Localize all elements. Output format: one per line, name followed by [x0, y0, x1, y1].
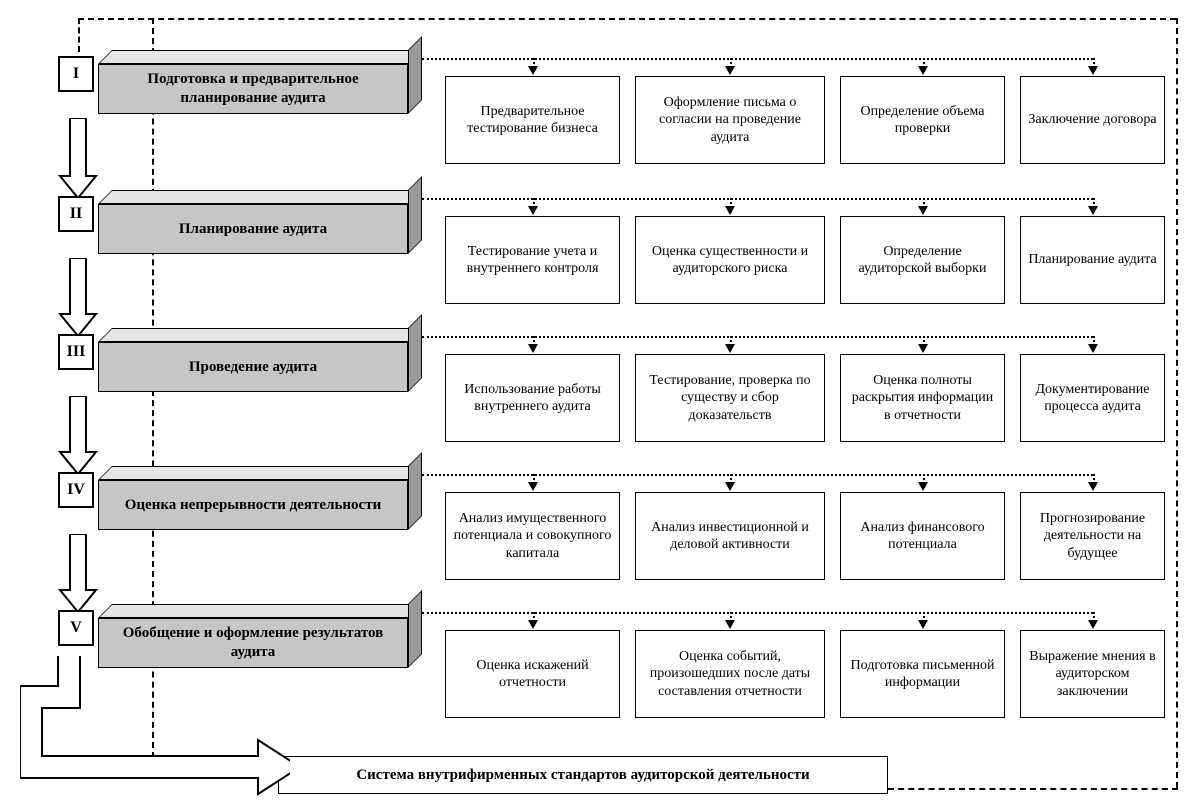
sub-label: Оценка существенности и аудиторского рис… — [642, 243, 818, 278]
stage-bar-4: Оценка непрерывности деятельности — [98, 466, 408, 530]
sub-box-4-2: Анализ инвестиционной и деловой активнос… — [635, 492, 825, 580]
stage-roman-1: I — [58, 56, 94, 92]
sub-box-1-4: Заключение договора — [1020, 76, 1165, 164]
sub-box-5-2: Оценка событий, произошедших после даты … — [635, 630, 825, 718]
dotted-connector — [422, 58, 1093, 60]
roman-label: III — [67, 343, 86, 361]
arrowhead-icon — [528, 620, 538, 629]
stage-down-arrow — [58, 258, 98, 336]
stage-bar-3: Проведение аудита — [98, 328, 408, 392]
sub-label: Подготовка письменной информации — [847, 657, 998, 692]
sub-box-5-1: Оценка искажений отчетности — [445, 630, 620, 718]
arrowhead-icon — [1088, 66, 1098, 75]
stage-roman-2: II — [58, 196, 94, 232]
sub-label: Анализ финансового потенциала — [847, 519, 998, 554]
footer-standards-box: Система внутрифирменных стандартов аудит… — [278, 756, 888, 794]
sub-box-3-2: Тестирование, проверка по существу и сбо… — [635, 354, 825, 442]
stage-title: Проведение аудита — [189, 358, 317, 377]
arrowhead-icon — [1088, 620, 1098, 629]
arrowhead-icon — [725, 206, 735, 215]
sub-box-5-4: Выражение мнения в аудиторском заключени… — [1020, 630, 1165, 718]
stage-title: Планирование аудита — [179, 220, 327, 239]
stage-title: Оценка непрерывности деятельности — [125, 496, 381, 515]
sub-box-1-1: Предварительное тестирование бизнеса — [445, 76, 620, 164]
stage-down-arrow — [58, 118, 98, 198]
arrowhead-icon — [528, 482, 538, 491]
stage-roman-4: IV — [58, 472, 94, 508]
dotted-connector — [422, 612, 1093, 614]
sub-box-1-3: Определение объема проверки — [840, 76, 1005, 164]
arrowhead-icon — [725, 66, 735, 75]
stage-roman-3: III — [58, 334, 94, 370]
sub-box-2-3: Определение аудиторской выборки — [840, 216, 1005, 304]
sub-label: Заключение договора — [1028, 111, 1156, 129]
stage-title: Обобщение и оформление результатов аудит… — [107, 624, 399, 662]
sub-box-3-4: Документиро­вание процесса аудита — [1020, 354, 1165, 442]
sub-label: Оценка искажений отчетности — [452, 657, 613, 692]
sub-box-4-3: Анализ финансового потенциала — [840, 492, 1005, 580]
stage-bar-2: Планирование аудита — [98, 190, 408, 254]
sub-box-4-4: Прогнозирование деятельности на будущее — [1020, 492, 1165, 580]
sub-box-1-2: Оформление письма о согласии на проведен… — [635, 76, 825, 164]
arrowhead-icon — [1088, 482, 1098, 491]
sub-label: Оценка полноты раскрытия информации в от… — [847, 372, 998, 425]
arrowhead-icon — [725, 344, 735, 353]
dotted-connector — [422, 336, 1093, 338]
dotted-connector — [422, 474, 1093, 476]
roman-label: V — [70, 619, 82, 637]
sub-label: Предварительное тестирование бизнеса — [452, 103, 613, 138]
stage-down-arrow — [58, 534, 98, 612]
stage-down-arrow — [58, 396, 98, 474]
sub-box-2-1: Тестирование учета и внутреннего контрол… — [445, 216, 620, 304]
sub-box-3-3: Оценка полноты раскрытия информации в от… — [840, 354, 1005, 442]
dashed-left-top — [78, 18, 80, 52]
arrowhead-icon — [918, 620, 928, 629]
roman-label: IV — [67, 481, 85, 499]
sub-box-5-3: Подготовка письменной информации — [840, 630, 1005, 718]
sub-label: Использование работы внутреннего аудита — [452, 381, 613, 416]
arrowhead-icon — [918, 206, 928, 215]
arrowhead-icon — [528, 206, 538, 215]
sub-label: Тестирование, проверка по существу и сбо… — [642, 372, 818, 425]
dashed-bottom — [888, 788, 1178, 790]
roman-label: I — [73, 65, 79, 83]
sub-box-4-1: Анализ имущественного потенциала и сово­… — [445, 492, 620, 580]
stage-bar-5: Обобщение и оформление результатов аудит… — [98, 604, 408, 668]
arrowhead-icon — [1088, 206, 1098, 215]
stage-bar-1: Подготовка и предварительное планировани… — [98, 50, 408, 114]
sub-label: Анализ имущественного потенциала и сово­… — [452, 510, 613, 563]
arrowhead-icon — [725, 620, 735, 629]
sub-box-3-1: Использование работы внутреннего аудита — [445, 354, 620, 442]
sub-label: Определение аудиторской выборки — [847, 243, 998, 278]
dashed-top — [78, 18, 1176, 20]
arrowhead-icon — [725, 482, 735, 491]
roman-label: II — [70, 205, 82, 223]
sub-box-2-2: Оценка существенности и аудиторского рис… — [635, 216, 825, 304]
sub-label: Анализ инвестиционной и деловой активнос… — [642, 519, 818, 554]
arrowhead-icon — [918, 344, 928, 353]
footer-label: Система внутрифирменных стандартов аудит… — [356, 767, 809, 784]
sub-label: Выражение мнения в аудиторском заключени… — [1027, 648, 1158, 701]
arrowhead-icon — [1088, 344, 1098, 353]
sub-label: Определение объема проверки — [847, 103, 998, 138]
sub-label: Оформление письма о согласии на проведен… — [642, 94, 818, 147]
sub-label: Документиро­вание процесса аудита — [1027, 381, 1158, 416]
footer-arrow — [20, 656, 290, 801]
sub-box-2-4: Планирование аудита — [1020, 216, 1165, 304]
arrowhead-icon — [918, 66, 928, 75]
dashed-right — [1176, 18, 1178, 788]
arrowhead-icon — [918, 482, 928, 491]
arrowhead-icon — [528, 66, 538, 75]
stage-roman-5: V — [58, 610, 94, 646]
stage-title: Подготовка и предварительное планировани… — [107, 70, 399, 108]
sub-label: Оценка событий, произошедших после даты … — [642, 648, 818, 701]
sub-label: Тестирование учета и внутреннего контрол… — [452, 243, 613, 278]
sub-label: Прогнозирование деятельности на будущее — [1027, 510, 1158, 563]
arrowhead-icon — [528, 344, 538, 353]
sub-label: Планирование аудита — [1028, 251, 1156, 269]
dotted-connector — [422, 198, 1093, 200]
